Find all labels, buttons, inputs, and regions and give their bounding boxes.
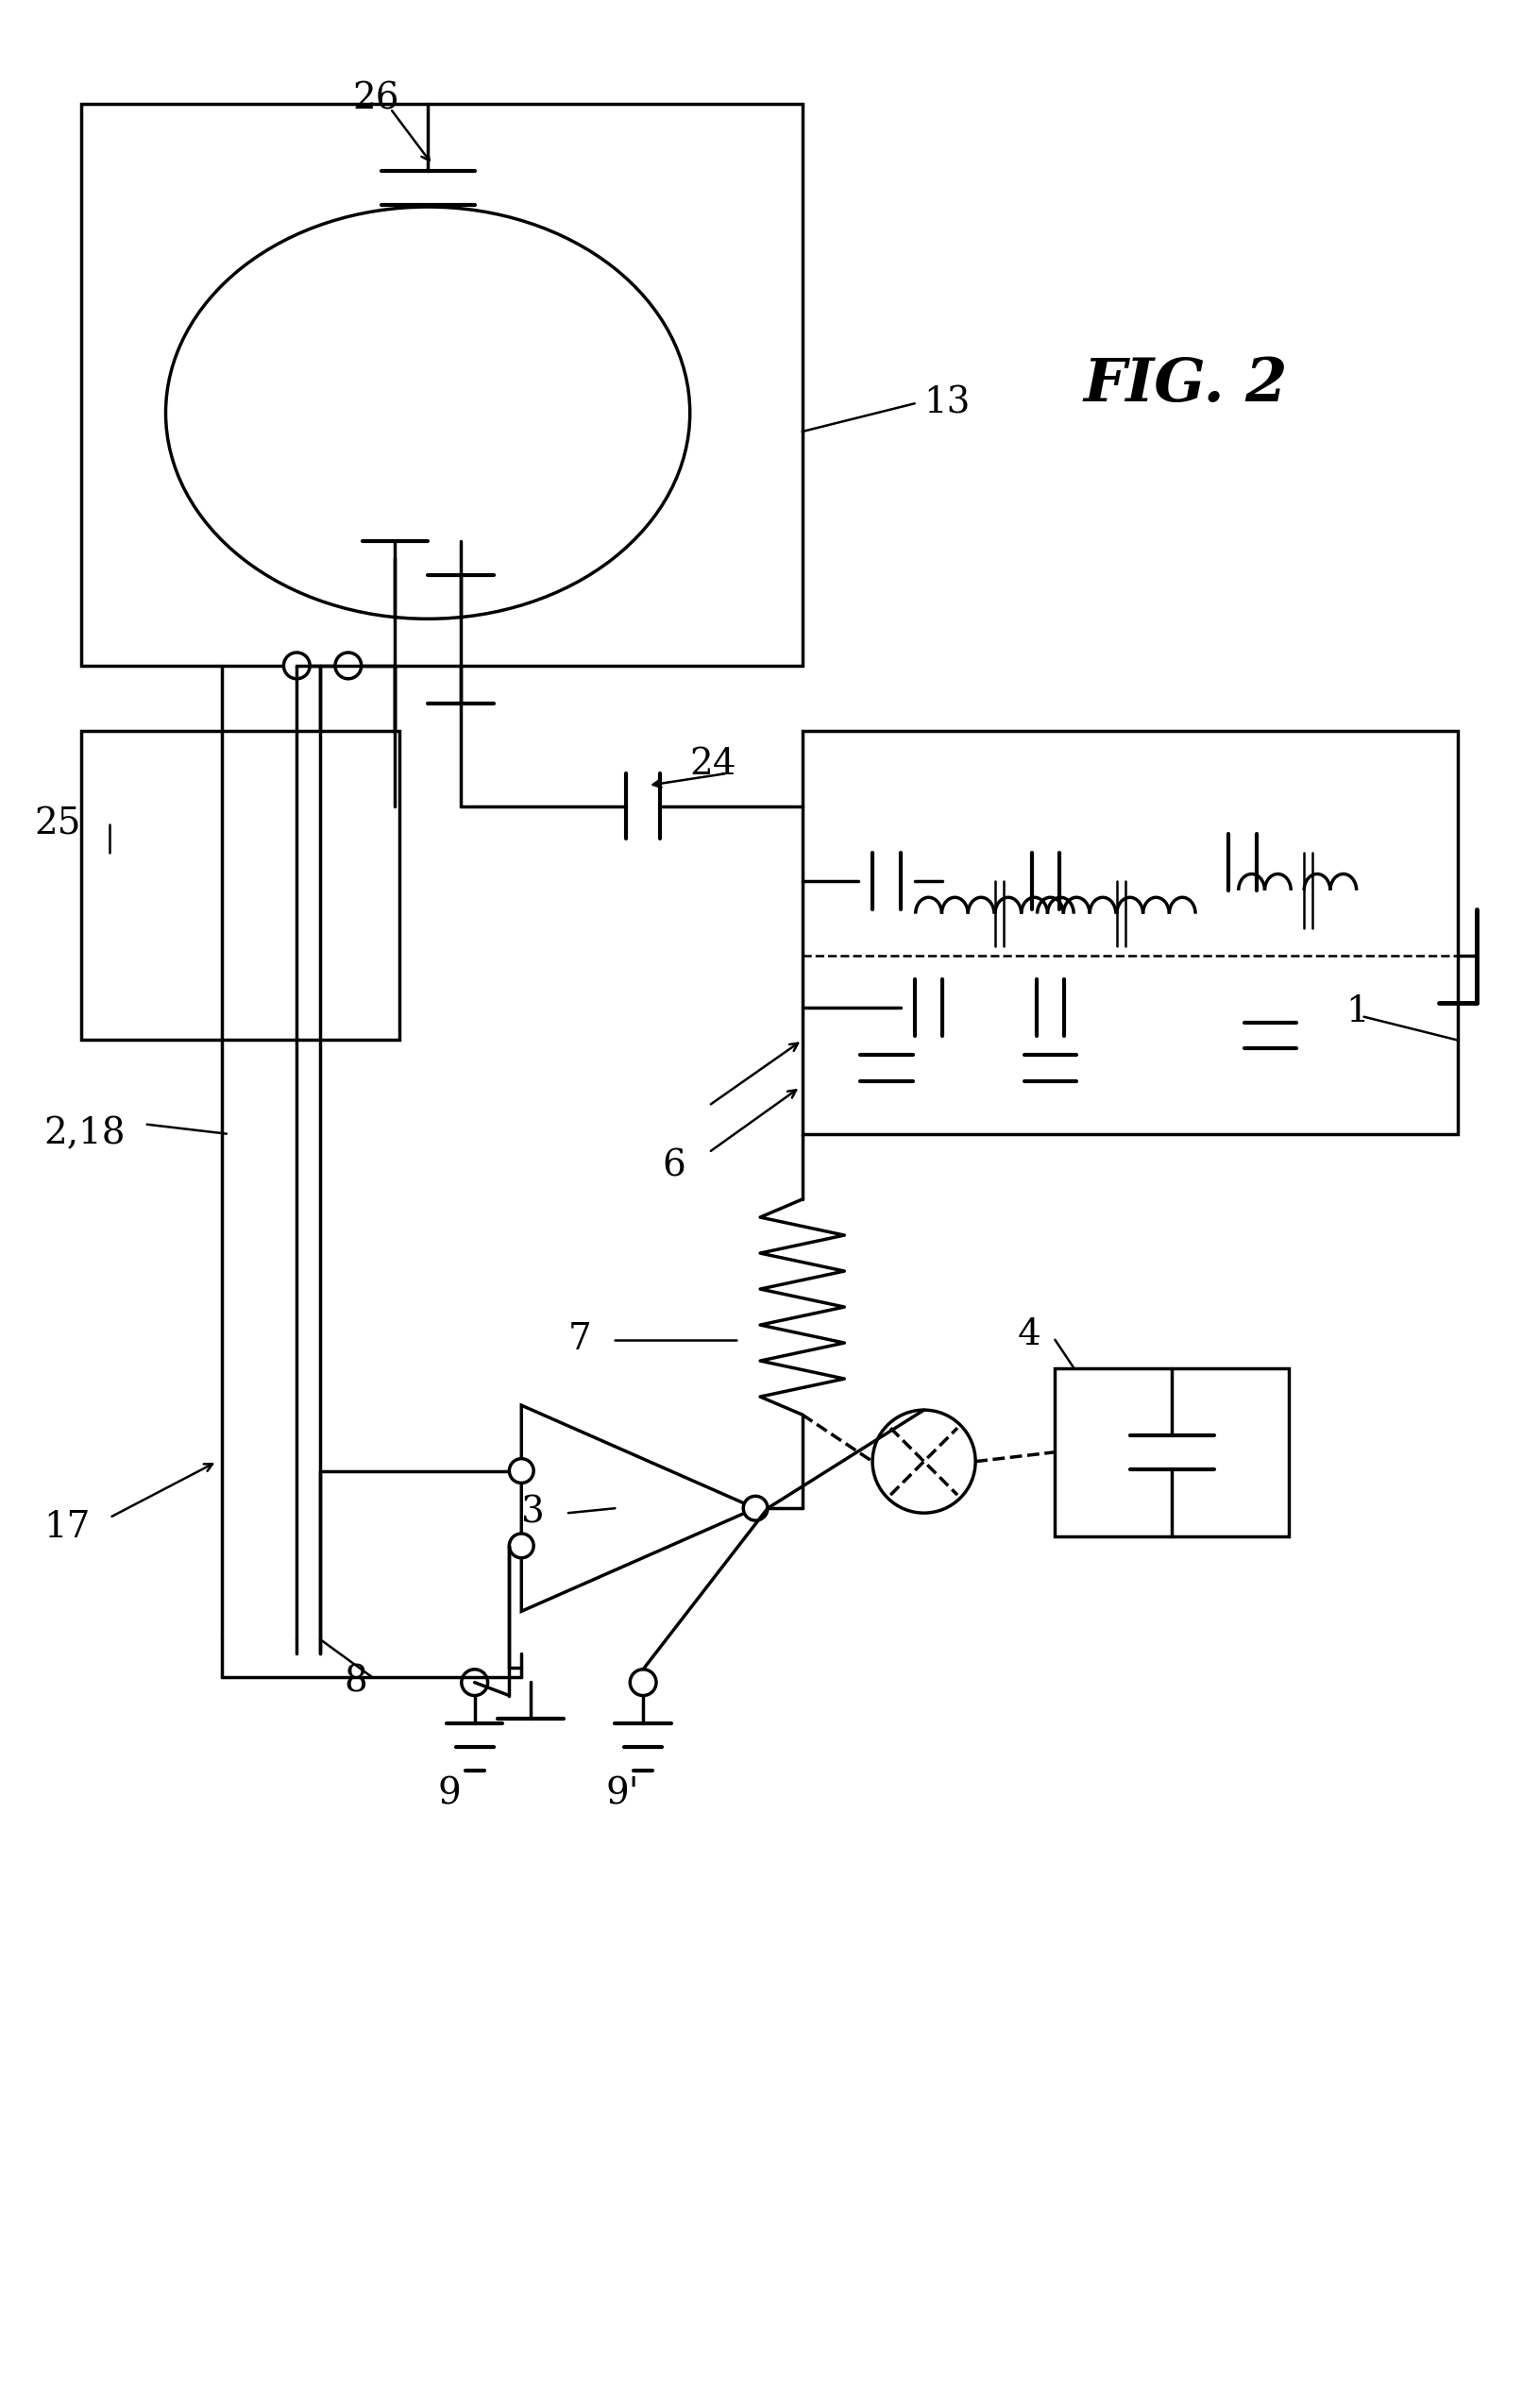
- Circle shape: [283, 653, 309, 679]
- Circle shape: [462, 1669, 488, 1695]
- Text: 7: 7: [568, 1322, 591, 1358]
- Text: 9: 9: [437, 1777, 460, 1811]
- Text: 8: 8: [343, 1664, 366, 1700]
- Circle shape: [743, 1495, 768, 1519]
- Text: 6: 6: [662, 1149, 685, 1185]
- Text: 13: 13: [923, 385, 971, 421]
- Bar: [82, 104, 802, 665]
- Text: 26: 26: [352, 82, 400, 116]
- Circle shape: [336, 653, 362, 679]
- Circle shape: [509, 1459, 534, 1483]
- Bar: [82, 732, 400, 1040]
- Text: 25: 25: [35, 807, 82, 843]
- Text: 1: 1: [1345, 995, 1368, 1031]
- Bar: [1056, 1368, 1290, 1536]
- Text: 4: 4: [1017, 1317, 1040, 1353]
- Text: 3: 3: [522, 1495, 545, 1531]
- Bar: [802, 732, 1457, 1134]
- Text: 2,18: 2,18: [45, 1117, 126, 1151]
- Text: 9': 9': [606, 1777, 639, 1811]
- Circle shape: [509, 1534, 534, 1558]
- Text: FIG. 2: FIG. 2: [1083, 356, 1288, 414]
- Text: 17: 17: [45, 1510, 91, 1544]
- Circle shape: [629, 1669, 656, 1695]
- Text: 24: 24: [689, 746, 737, 783]
